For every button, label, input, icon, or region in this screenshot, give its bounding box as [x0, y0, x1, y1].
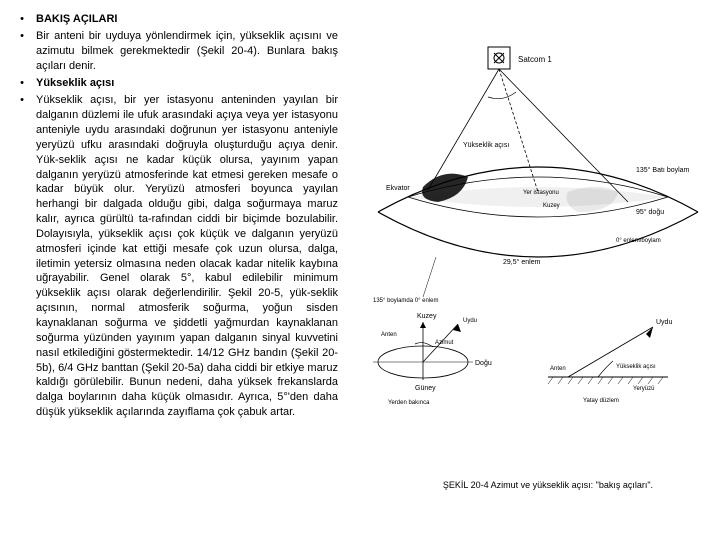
label-uydu2: Uydu — [656, 319, 672, 326]
heading: BAKIŞ AÇILARI — [36, 12, 338, 27]
label-ekvator: Ekvator — [386, 185, 410, 192]
body-paragraph: Yükseklik açısı, bir yer istasyonu anten… — [36, 93, 338, 420]
paragraph: Bir anteni bir uyduya yönlendirmek için,… — [36, 29, 338, 74]
label-dogu2: Doğu — [475, 360, 492, 367]
bullet-item: • Yükseklik açısı — [8, 76, 338, 91]
label-anten1: Anten — [381, 332, 397, 338]
label-boylam-note: 135° boylamda 0° enlem — [373, 298, 439, 304]
bullet-marker: • — [8, 12, 36, 27]
label-anten2: Anten — [550, 366, 566, 372]
text-column: • BAKIŞ AÇILARI • Bir anteni bir uyduya … — [8, 12, 338, 528]
bullet-marker: • — [8, 93, 36, 420]
label-yatay: Yatay düzlem — [583, 398, 619, 404]
geometry-illustration: Satcom 1 Ekvator Yükseklik açısı Yer ist… — [368, 42, 708, 422]
bullet-item: • Yükseklik açısı, bir yer istasyonu ant… — [8, 93, 338, 420]
figure-diagram: Satcom 1 Ekvator Yükseklik açısı Yer ist… — [368, 42, 708, 452]
bullet-item: • Bir anteni bir uyduya yönlendirmek içi… — [8, 29, 338, 74]
subheading: Yükseklik açısı — [36, 76, 338, 91]
label-yerden: Yerden bakınca — [388, 400, 430, 406]
bullet-marker: • — [8, 76, 36, 91]
label-yukseklik2: Yükseklik açısı — [616, 364, 656, 370]
label-kuzey: Kuzey — [543, 203, 560, 209]
label-ornek: 0° enlem/boylam — [616, 238, 661, 244]
label-yukseklik: Yükseklik açısı — [463, 142, 509, 149]
bullet-item: • BAKIŞ AÇILARI — [8, 12, 338, 27]
bullet-marker: • — [8, 29, 36, 74]
label-azimut: Azimut — [435, 340, 454, 346]
label-uydu1: Uydu — [463, 318, 477, 324]
label-yer-istasyonu: Yer istasyonu — [523, 190, 559, 196]
figure-caption: ŞEKİL 20-4 Azimut ve yükseklik açısı: "b… — [398, 480, 698, 490]
label-kuzey2: Kuzey — [417, 313, 437, 320]
label-guney: Güney — [415, 385, 436, 392]
label-bati: 135° Batı boylam — [636, 166, 690, 174]
label-enlem: 29,5° enlem — [503, 258, 541, 266]
figure-column: Satcom 1 Ekvator Yükseklik açısı Yer ist… — [338, 12, 712, 528]
label-satcom: Satcom 1 — [518, 55, 552, 64]
label-yeryuzu: Yeryüzü — [633, 386, 654, 392]
label-dogu: 95° doğu — [636, 208, 664, 216]
